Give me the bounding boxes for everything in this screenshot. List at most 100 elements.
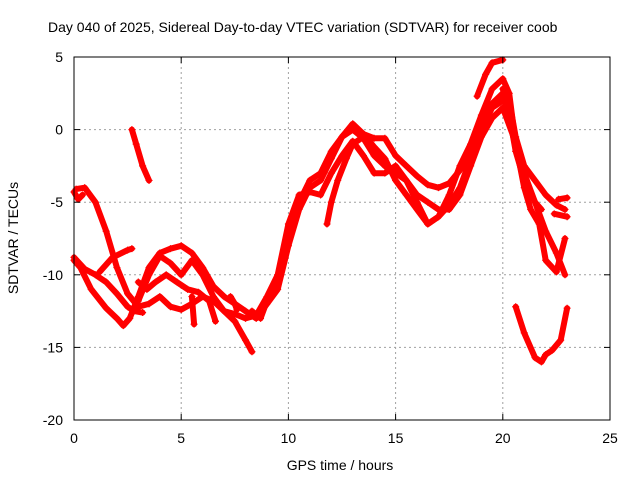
data-point — [542, 351, 550, 359]
data-point — [306, 176, 314, 184]
data-point — [139, 309, 147, 317]
series-trace-m — [338, 126, 389, 170]
data-point — [370, 152, 378, 160]
data-point — [96, 268, 104, 276]
data-point — [188, 256, 196, 264]
data-point — [370, 169, 378, 177]
data-point — [392, 176, 400, 184]
data-point — [531, 176, 539, 184]
data-point — [413, 198, 421, 206]
series-trace — [128, 126, 152, 184]
data-point — [445, 201, 453, 209]
data-point — [334, 176, 342, 184]
data-point — [327, 147, 335, 155]
data-point — [102, 304, 110, 312]
data-point — [477, 111, 485, 119]
series-trace-j — [227, 293, 241, 314]
data-point — [338, 133, 346, 141]
data-point — [134, 278, 142, 286]
data-point — [488, 59, 496, 67]
data-point — [531, 198, 539, 206]
series-trace-e — [96, 245, 136, 276]
data-point — [482, 70, 490, 78]
data-point — [561, 235, 569, 242]
data-point — [87, 285, 95, 293]
data-point — [456, 162, 464, 170]
data-point — [317, 176, 325, 184]
data-point — [542, 256, 550, 264]
data-point — [177, 271, 185, 279]
data-point — [212, 317, 220, 325]
data-point — [284, 227, 292, 235]
data-point — [381, 162, 389, 170]
y-axis-label: SDTVAR / TECUs — [5, 182, 21, 294]
data-point — [113, 264, 121, 272]
x-tick-label: 5 — [177, 430, 185, 446]
data-point — [488, 85, 496, 93]
data-point — [79, 191, 87, 199]
data-point — [467, 155, 475, 163]
data-point — [537, 205, 545, 213]
data-point — [505, 111, 513, 119]
data-point — [548, 346, 556, 354]
data-point — [561, 271, 569, 279]
data-point — [227, 293, 235, 301]
data-point — [194, 288, 202, 296]
y-tick-label: -15 — [43, 339, 63, 355]
data-point — [205, 297, 213, 305]
data-point — [128, 245, 136, 253]
data-point — [173, 278, 181, 286]
data-point — [499, 75, 507, 83]
data-point — [156, 252, 164, 260]
data-point — [102, 278, 110, 286]
data-point — [381, 169, 389, 177]
data-point — [128, 126, 136, 134]
data-point — [477, 126, 485, 134]
data-point — [74, 195, 82, 203]
data-point — [190, 320, 198, 328]
plot-frame — [73, 56, 611, 421]
data-point — [188, 249, 196, 257]
data-point — [156, 293, 164, 301]
data-point — [242, 307, 250, 315]
data-point — [166, 259, 174, 267]
data-point — [119, 322, 127, 330]
data-point — [434, 184, 442, 192]
data-point — [177, 242, 185, 250]
data-point — [102, 227, 110, 235]
data-point — [295, 198, 303, 206]
data-point — [242, 314, 250, 322]
data-point — [231, 300, 239, 308]
data-point — [274, 278, 282, 286]
data-point — [188, 293, 196, 301]
series-trace-n — [473, 56, 507, 100]
series-trace-i — [188, 293, 198, 328]
data-point — [317, 169, 325, 177]
data-point — [424, 181, 432, 189]
x-tick-label: 0 — [70, 430, 78, 446]
data-point — [434, 213, 442, 221]
data-point — [113, 290, 121, 298]
data-point — [552, 268, 560, 276]
data-point — [499, 85, 507, 93]
data-point — [563, 304, 571, 312]
data-point — [132, 140, 140, 148]
data-point — [139, 162, 147, 170]
data-point — [349, 126, 357, 134]
data-point — [563, 194, 571, 202]
x-tick-label: 25 — [602, 430, 618, 446]
data-point — [445, 191, 453, 199]
data-point — [124, 303, 132, 311]
data-point — [220, 307, 228, 315]
series-trace-p — [512, 303, 571, 366]
x-tick-label: 10 — [281, 430, 297, 446]
data-point — [531, 354, 539, 362]
data-point — [124, 246, 132, 254]
series-trace — [512, 303, 571, 365]
data-point — [134, 297, 142, 305]
chart-title: Day 040 of 2025, Sidereal Day-to-day VTE… — [48, 19, 558, 35]
data-point — [413, 172, 421, 180]
data-point — [306, 188, 314, 196]
data-point — [248, 348, 256, 356]
